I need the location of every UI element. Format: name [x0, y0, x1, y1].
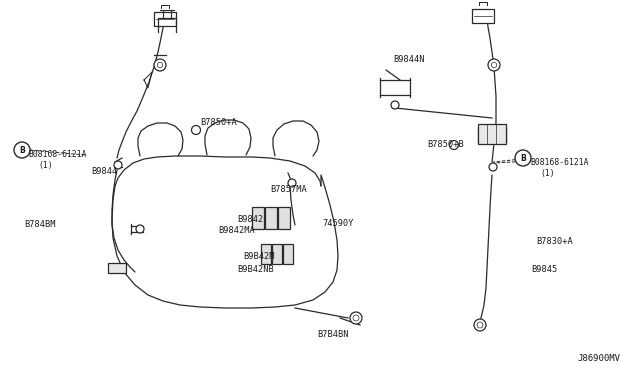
- Bar: [272, 244, 282, 264]
- Bar: [108, 263, 126, 273]
- Bar: [283, 244, 293, 264]
- Text: (1): (1): [540, 169, 555, 178]
- Circle shape: [449, 141, 458, 150]
- Bar: [478, 124, 506, 144]
- Text: B9842: B9842: [237, 215, 263, 224]
- Text: B9845: B9845: [531, 265, 557, 274]
- Text: J86900MV: J86900MV: [577, 354, 620, 363]
- Bar: [252, 207, 264, 229]
- Bar: [261, 244, 271, 264]
- Text: B9844N: B9844N: [393, 55, 424, 64]
- Circle shape: [154, 59, 166, 71]
- Text: B784BM: B784BM: [24, 220, 56, 229]
- Text: B7850+B: B7850+B: [427, 140, 464, 149]
- Text: B9B42M: B9B42M: [243, 252, 275, 261]
- Circle shape: [477, 322, 483, 328]
- Text: B9B42NB: B9B42NB: [237, 265, 274, 274]
- Text: B7857MA: B7857MA: [270, 185, 307, 194]
- Circle shape: [136, 225, 144, 233]
- Text: B08168-6121A: B08168-6121A: [28, 150, 86, 159]
- Bar: [154, 12, 176, 26]
- Bar: [472, 9, 494, 23]
- Circle shape: [288, 179, 296, 187]
- Circle shape: [515, 150, 531, 166]
- Bar: [265, 207, 277, 229]
- Circle shape: [492, 62, 497, 68]
- Text: B7850+A: B7850+A: [200, 118, 237, 127]
- Text: B7B4BN: B7B4BN: [317, 330, 349, 339]
- Text: 74590Y: 74590Y: [322, 219, 353, 228]
- Circle shape: [353, 315, 359, 321]
- Text: (1): (1): [38, 161, 52, 170]
- Circle shape: [391, 101, 399, 109]
- Text: B9842MA: B9842MA: [218, 226, 255, 235]
- Circle shape: [489, 163, 497, 171]
- Bar: [278, 207, 290, 229]
- Text: B: B: [520, 154, 526, 163]
- Text: B: B: [19, 145, 25, 154]
- Circle shape: [157, 62, 163, 68]
- Circle shape: [114, 161, 122, 169]
- Text: B08168-6121A: B08168-6121A: [530, 158, 589, 167]
- Text: B9844: B9844: [91, 167, 117, 176]
- Circle shape: [191, 125, 200, 135]
- Circle shape: [488, 59, 500, 71]
- Circle shape: [350, 312, 362, 324]
- Circle shape: [14, 142, 30, 158]
- Text: B7830+A: B7830+A: [536, 237, 573, 246]
- Circle shape: [474, 319, 486, 331]
